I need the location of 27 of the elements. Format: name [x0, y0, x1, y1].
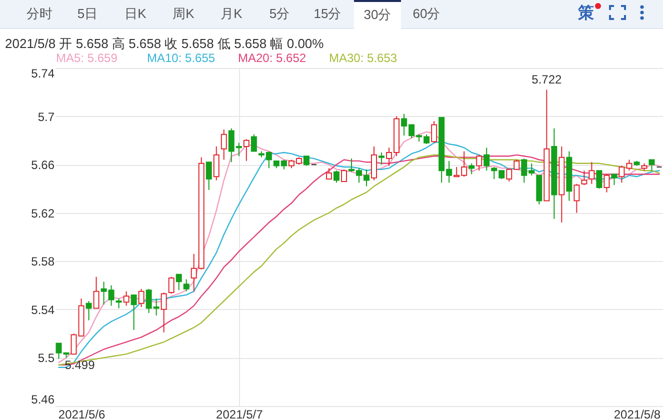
- tab-label: 周K: [172, 5, 196, 23]
- y-tick-label: 5.62: [31, 206, 55, 220]
- tab-label: 日K: [124, 5, 148, 23]
- y-tick-label: 5.46: [31, 392, 55, 406]
- annotation: 5.722: [532, 72, 562, 87]
- tab-label: 分时: [26, 5, 54, 23]
- tab-label: 5日: [76, 5, 99, 23]
- tab-label: 5分: [268, 5, 291, 23]
- chart-title: 2021/5/8 开 5.658 高 5.658 收 5.658 低 5.658 幅 0.00%: [5, 36, 324, 52]
- text: MA10: 5.655: [147, 51, 216, 65]
- y-tick-label: 5.74: [31, 66, 55, 80]
- tab-label: 60分: [412, 5, 442, 23]
- tab-label: 月K: [220, 5, 244, 23]
- x-tick-label: 2021/5/6: [58, 408, 106, 420]
- active-tab: 30分: [354, 0, 401, 29]
- text: MA20: 5.652: [238, 51, 308, 65]
- x-tick-label: 2021/5/8: [614, 408, 661, 420]
- text: MA5: 5.659: [56, 51, 118, 65]
- y-tick-label: 5.54: [31, 302, 55, 317]
- button-label: 策: [578, 4, 594, 24]
- y-tick-label: 5.66: [31, 158, 55, 172]
- y-tick-label: 5.58: [31, 254, 55, 269]
- y-tick-label: 5.7: [38, 110, 55, 124]
- y-tick-label: 5.5: [38, 351, 55, 366]
- x-tick-label: 2021/5/7: [216, 408, 264, 420]
- text: MA30: 5.653: [329, 51, 398, 65]
- tab-label: 15分: [312, 5, 342, 23]
